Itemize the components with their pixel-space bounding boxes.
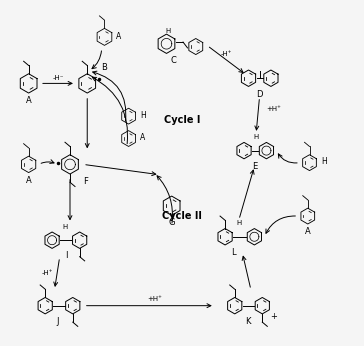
Text: D: D [256,90,263,99]
Text: J: J [57,317,59,326]
Text: H: H [165,28,170,34]
Text: L: L [232,248,236,257]
Text: H: H [321,157,327,166]
Text: A: A [26,176,32,185]
Text: Cycle I: Cycle I [164,115,200,125]
Text: I: I [65,252,68,261]
Text: +H⁺: +H⁺ [266,106,281,112]
Text: G: G [169,218,175,227]
Text: H: H [140,111,146,120]
Text: H: H [62,224,67,230]
Text: A: A [140,133,145,142]
Text: H: H [236,220,241,226]
Text: -H⁺: -H⁺ [221,51,233,57]
Text: C: C [170,56,176,65]
Text: +H⁺: +H⁺ [147,296,162,302]
Text: A: A [116,33,122,42]
Text: H: H [253,134,259,140]
Text: A: A [305,227,310,236]
Text: A: A [26,96,32,105]
Text: -H⁻: -H⁻ [52,75,64,81]
Text: E: E [252,162,257,171]
Text: K: K [245,317,250,326]
Text: +: + [270,312,277,321]
Text: Cycle II: Cycle II [162,211,202,221]
Text: F: F [83,177,88,186]
Text: B: B [101,63,107,72]
Text: -H⁺: -H⁺ [42,270,54,276]
